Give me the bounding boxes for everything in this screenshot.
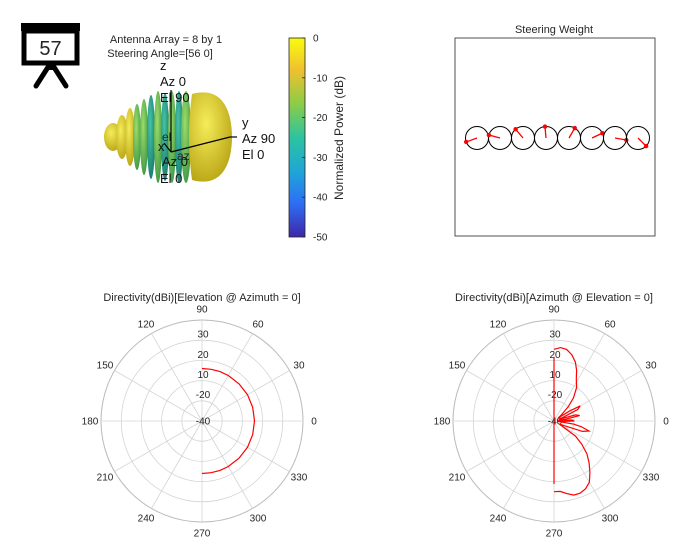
radiation-pattern-3d: [104, 90, 237, 183]
array-element-circle: [626, 126, 650, 150]
colorbar-tick-label: 0: [313, 34, 319, 45]
steering-weight-title: Steering Weight: [515, 24, 593, 36]
polar-radius-label: -40: [196, 417, 211, 428]
steering-weight-axes: [454, 37, 656, 237]
polar-radius-label: 30: [197, 330, 209, 341]
polar-radius-label: 10: [197, 370, 209, 381]
polar-angle-label: 330: [643, 473, 660, 484]
polar-grid-spoke: [201, 420, 253, 509]
polar-angle-label: 90: [196, 305, 208, 316]
polar-angle-label: 60: [252, 320, 264, 331]
axis-x-el-label: El 0: [160, 171, 182, 186]
polar-grid-spoke: [503, 333, 555, 422]
polar-angle-label: 240: [138, 513, 155, 524]
polar-angle-label: 0: [311, 417, 317, 428]
phasor-tip: [572, 125, 577, 131]
array-size-label: Antenna Array = 8 by 1: [110, 34, 222, 46]
axis-z-label: z: [160, 58, 167, 73]
polar-radius-label: -20: [196, 390, 211, 401]
polar-angle-label: 300: [602, 513, 619, 524]
polar-grid-spoke: [553, 420, 642, 472]
colorbar-tick-label: -30: [313, 153, 328, 164]
axis-y-label: y: [242, 115, 249, 130]
presentation-board-icon: 57: [21, 23, 80, 89]
colorbar-tick-label: -40: [313, 193, 328, 204]
polar-angle-label: 120: [138, 320, 155, 331]
phasor-tip: [486, 132, 492, 138]
colorbar-label: Normalized Power (dB): [332, 76, 346, 200]
colorbar: 0 -10 -20 -30 -40 -50: [288, 34, 328, 244]
polar-radius-label: 30: [549, 330, 561, 341]
polar-grid-spoke: [553, 420, 605, 509]
polar-angle-label: 270: [546, 529, 563, 540]
polar-grid-spoke: [201, 420, 290, 472]
origin-az-label: az: [177, 149, 190, 163]
polar-grid-spoke: [553, 370, 642, 422]
polar-radius-label: 20: [197, 350, 209, 361]
polar-angle-label: 30: [293, 361, 305, 372]
axis-z-el-label: El 90: [160, 90, 190, 105]
polar-angle-label: 240: [490, 513, 507, 524]
directivity-series-line: [201, 367, 256, 475]
polar-grid-spoke: [151, 333, 203, 422]
polar-radius-label: 10: [549, 370, 561, 381]
polar-grid-spoke: [503, 420, 555, 509]
directivity-series-line: [553, 346, 592, 496]
polar-grid-spoke: [201, 333, 253, 422]
polar-angle-label: 180: [434, 417, 451, 428]
polar-angle-label: 210: [449, 473, 466, 484]
polar-angle-label: 210: [97, 473, 114, 484]
axis-y-az-label: Az 90: [242, 131, 275, 146]
axis-x-label: x: [158, 139, 165, 154]
polar-grid-spoke: [201, 370, 290, 422]
polar-angle-label: 60: [604, 320, 616, 331]
polar-angle-label: 180: [82, 417, 99, 428]
polar-angle-label: 0: [663, 417, 669, 428]
axis-z-az-label: Az 0: [160, 74, 186, 89]
colorbar-tick-label: -50: [313, 233, 328, 244]
polar-angle-label: 150: [97, 361, 114, 372]
phasor-tip: [542, 124, 548, 129]
axis-y-el-label: El 0: [242, 147, 264, 162]
phasor-tip: [463, 139, 469, 145]
polar-angle-label: 30: [645, 361, 657, 372]
polar-grid-spoke: [466, 420, 555, 472]
phasor-tip: [600, 130, 605, 136]
polar-grid-spoke: [553, 333, 605, 422]
polar-angle-label: 120: [490, 320, 507, 331]
origin-el-label: el: [162, 130, 171, 144]
phasor-tip: [643, 143, 649, 149]
polar-grid-spoke: [151, 420, 203, 509]
polar-angle-label: 90: [548, 305, 560, 316]
phasor-tip: [513, 126, 518, 132]
polar-radius-label: -40: [548, 417, 563, 428]
polar-angle-label: 270: [194, 529, 211, 540]
polar-elevation-title: Directivity(dBi)[Elevation @ Azimuth = 0…: [103, 292, 300, 304]
colorbar-tick-label: -10: [313, 73, 328, 84]
colorbar-tick-label: -20: [313, 113, 328, 124]
polar-grid-spoke: [466, 370, 555, 422]
polar-grid-spoke: [114, 420, 203, 472]
polar-angle-label: 300: [250, 513, 267, 524]
polar-angle-label: 330: [291, 473, 308, 484]
polar-angle-label: 150: [449, 361, 466, 372]
polar-grid-spoke: [114, 370, 203, 422]
polar-azimuth-title: Directivity(dBi)[Azimuth @ Elevation = 0…: [455, 292, 653, 304]
polar-radius-label: 20: [549, 350, 561, 361]
polar-radius-label: -20: [548, 390, 563, 401]
axis-x-az-label: Az 0: [162, 154, 188, 169]
badge-number: 57: [39, 38, 61, 60]
steering-angle-label: Steering Angle=[56 0]: [107, 48, 213, 60]
